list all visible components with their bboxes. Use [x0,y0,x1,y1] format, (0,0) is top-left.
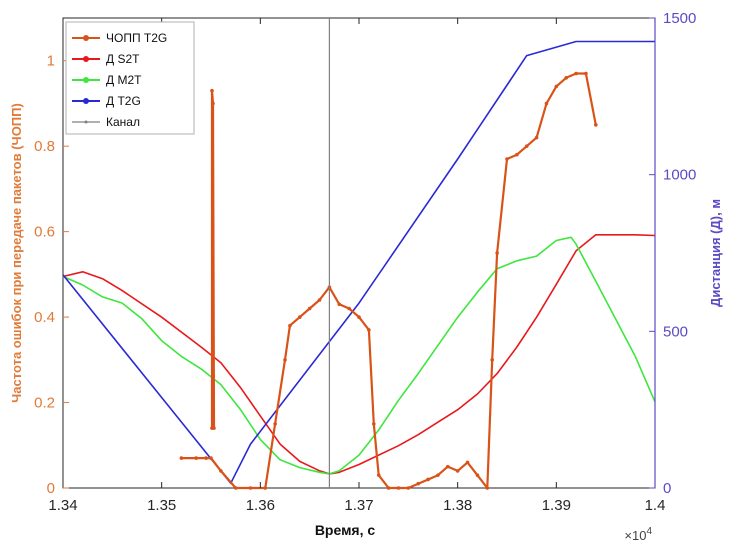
legend-label: Д S2T [106,52,140,66]
legend-marker [83,56,89,62]
series-чопп-t2g-point [317,298,322,302]
series-чопп-t2g-point [475,473,480,477]
x-axis-exponent-power: 4 [646,526,652,537]
series-чопп-t2g-point [574,71,578,76]
x-axis-exponent: ×104 [624,526,652,543]
series-чопп-t2g-point [194,456,198,460]
series-чопп-t2g-spike-point [211,101,215,106]
y-right-tick-label: 1000 [663,167,696,184]
series-д-m2t-line [62,236,656,475]
series-чопп-t2g-spike-line [210,89,216,429]
series-чопп-t2g-point [372,422,376,426]
series-чопп-t2g-point [490,358,495,362]
legend-marker [83,98,89,104]
series-чопп-t2g-point [524,144,529,148]
series-чопп-t2g-point [367,328,371,332]
series-чопп-t2g-spike-point [210,88,214,93]
series-чопп-t2g-point [179,456,184,460]
x-tick-label: 1.37 [344,497,373,514]
y-axis-right: 0 500 1000 1500 [649,10,696,497]
legend-marker [84,120,88,124]
series-чопп-t2g-point [337,302,342,307]
x-tick-label: 1.39 [542,497,571,514]
series-чопп-t2g-point [209,456,213,460]
legend-label: Д T2G [106,94,141,108]
series-чопп-t2g-point [288,323,292,328]
series-чопп-t2g-point [248,486,253,490]
series-чопп-t2g-point [204,456,208,460]
series-чопп-t2g-point [298,315,302,319]
series-layer [62,40,656,490]
x-axis-label: Время, с [315,522,376,538]
y-left-tick-label: 1 [47,53,55,70]
series-чопп-t2g-point [584,71,588,76]
series-чопп-t2g-point [534,135,539,140]
y-left-tick-label: 0.8 [34,138,55,155]
y-left-tick-label: 0.4 [34,309,55,326]
x-tick-label: 1.36 [246,497,275,514]
x-tick-label: 1.4 [645,497,666,514]
series-чопп-t2g-point [219,469,223,473]
y-right-tick-label: 1500 [663,10,696,27]
series-чопп-t2g-point [485,486,490,490]
series-чопп-t2g-point [426,477,430,482]
y-left-tick-label: 0.2 [34,395,55,412]
x-axis-exponent-base: ×10 [624,528,646,543]
y-axis-right-label: Дистанция (Д), м [708,199,723,307]
series-чопп-t2g-point [357,315,361,319]
series-чопп-t2g-point [406,486,411,490]
legend: ЧОПП T2G Д S2T Д M2T Д T2G Канал [65,21,195,135]
series-чопп-t2g-point [283,358,287,362]
series-чопп-t2g-point [386,486,391,490]
series-чопп-t2g-point [396,486,401,490]
y-axis-left-label: Частота ошибок при передаче пакетов (ЧОП… [9,103,24,403]
x-axis: 1.34 1.35 1.36 1.37 1.38 1.39 1.4 [48,18,665,514]
series-чопп-t2g-point [233,486,238,490]
series-чопп-t2g-line [181,72,597,490]
y-right-tick-label: 0 [663,480,671,497]
legend-label: Д M2T [106,73,142,87]
series-чопп-t2g-point [544,101,549,106]
series-д-s2t-line [62,234,656,475]
legend-label: ЧОПП T2G [106,31,167,45]
series-чопп-t2g-spike-point [212,426,216,430]
series-д-t2g-line [62,40,655,485]
legend-label: Канал [106,115,140,129]
series-чопп-t2g-point [505,157,509,161]
series-чопп-t2g-point [495,251,499,255]
series-чопп-t2g-point [263,486,268,490]
series-чопп-t2g-point [465,460,470,465]
x-tick-label: 1.38 [443,497,472,514]
series-чопп-t2g-point [347,306,351,311]
y-right-tick-label: 500 [663,323,688,340]
series-чопп-t2g-point [594,123,598,127]
legend-marker [83,35,89,41]
series-чопп-t2g-point [554,84,559,89]
legend-marker [83,77,89,83]
series-чопп-t2g-point [436,473,440,477]
series-чопп-t2g-point [307,306,312,311]
y-left-tick-label: 0 [47,480,55,497]
x-tick-label: 1.35 [147,497,176,514]
series-чопп-t2g-point [446,464,450,469]
x-tick-label: 1.34 [48,497,77,514]
series-чопп-t2g-point [564,76,568,80]
series-чопп-t2g-point [273,422,277,426]
series-чопп-t2g-point [416,481,421,486]
y-axis-left: 0 0.2 0.4 0.6 0.8 1 [34,53,69,497]
y-left-tick-label: 0.6 [34,224,55,241]
series-чопп-t2g-point [376,473,381,477]
series-чопп-t2g-point [515,152,519,157]
series-чопп-t2g-point [455,469,460,473]
